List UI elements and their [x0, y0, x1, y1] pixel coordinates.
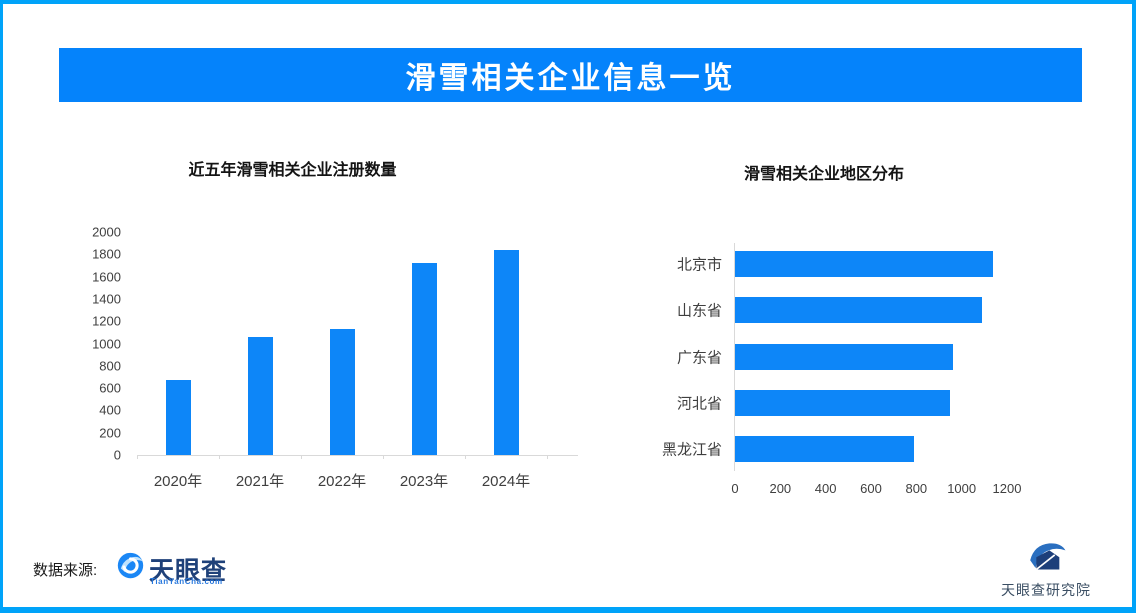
- bar: [329, 329, 355, 455]
- y-axis-tick-label: 1000: [92, 336, 121, 351]
- x-axis-category-label: 2024年: [481, 473, 531, 490]
- x-axis-tick-label: 800: [905, 481, 928, 496]
- y-axis-category-label: 黑龙江省: [661, 441, 722, 459]
- bar: [411, 263, 437, 455]
- x-axis-line: [137, 455, 578, 456]
- frame-border-bottom: [0, 607, 1136, 613]
- x-axis-category-label: 2023年: [399, 473, 449, 490]
- y-axis-tick-label: 1200: [92, 313, 121, 329]
- y-axis-category-label: 山东省: [676, 302, 722, 320]
- bar: [493, 249, 519, 455]
- y-axis-tick-label: 1400: [92, 291, 121, 307]
- x-axis-tickmark: [301, 455, 302, 459]
- x-axis-tickmark: [383, 455, 384, 459]
- bar: [735, 435, 915, 462]
- y-axis-tick-label: 1800: [92, 246, 121, 262]
- page-title: 滑雪相关企业信息一览: [405, 62, 736, 95]
- x-axis-category-label: 2020年: [153, 473, 203, 490]
- x-axis-tickmark: [219, 455, 220, 459]
- y-axis-line: [734, 243, 735, 471]
- y-axis-tick-label: 600: [99, 380, 121, 396]
- data-source-label: 数据来源:: [33, 562, 98, 579]
- x-axis-tick-label: 1000: [947, 481, 977, 496]
- y-axis-category-label: 北京市: [676, 256, 722, 274]
- x-axis-category-label: 2021年: [235, 473, 285, 490]
- bar: [735, 389, 951, 416]
- x-axis-tick-label: 600: [860, 481, 882, 496]
- y-axis-category-label: 河北省: [676, 395, 722, 413]
- x-axis-category-label: 2022年: [317, 473, 367, 490]
- frame-border-left: [0, 0, 3, 613]
- x-axis-tick-label: 400: [814, 481, 837, 496]
- page-title-banner: 滑雪相关企业信息一览: [59, 48, 1082, 102]
- tianyancha-domain: TianYanCha.com: [150, 577, 223, 586]
- y-axis-tick-label: 0: [113, 447, 121, 463]
- x-axis-tick-label: 200: [769, 481, 792, 496]
- y-axis-category-label: 广东省: [676, 349, 722, 366]
- bar: [247, 336, 273, 455]
- bar: [735, 343, 953, 370]
- y-axis-tick-label: 2000: [92, 224, 121, 240]
- bar: [165, 380, 191, 455]
- y-axis-tick-label: 400: [99, 402, 121, 418]
- x-axis-tickmark: [547, 455, 548, 459]
- x-axis-tickmark: [137, 455, 138, 459]
- tianyancha-wordmark: 天眼查: [149, 557, 228, 585]
- y-axis-tick-label: 1600: [92, 269, 121, 285]
- bar: [735, 297, 983, 324]
- tianyancha-eye-icon: [117, 552, 144, 579]
- y-axis-tick-label: 200: [99, 425, 121, 441]
- frame-border-top: [0, 0, 1136, 4]
- x-axis-tick-label: 0: [731, 481, 739, 496]
- institute-wordmark: 天眼查研究院: [1001, 582, 1091, 598]
- x-axis-tickmark: [465, 455, 466, 459]
- right-chart-title: 滑雪相关企业地区分布: [743, 166, 904, 183]
- x-axis-tick-label: 1200: [992, 481, 1022, 496]
- left-chart-title: 近五年滑雪相关企业注册数量: [188, 162, 397, 179]
- y-axis-tick-label: 800: [99, 358, 121, 374]
- bar: [735, 251, 994, 278]
- tianyancha-institute-icon: [1030, 543, 1066, 571]
- frame-border-right: [1132, 0, 1136, 613]
